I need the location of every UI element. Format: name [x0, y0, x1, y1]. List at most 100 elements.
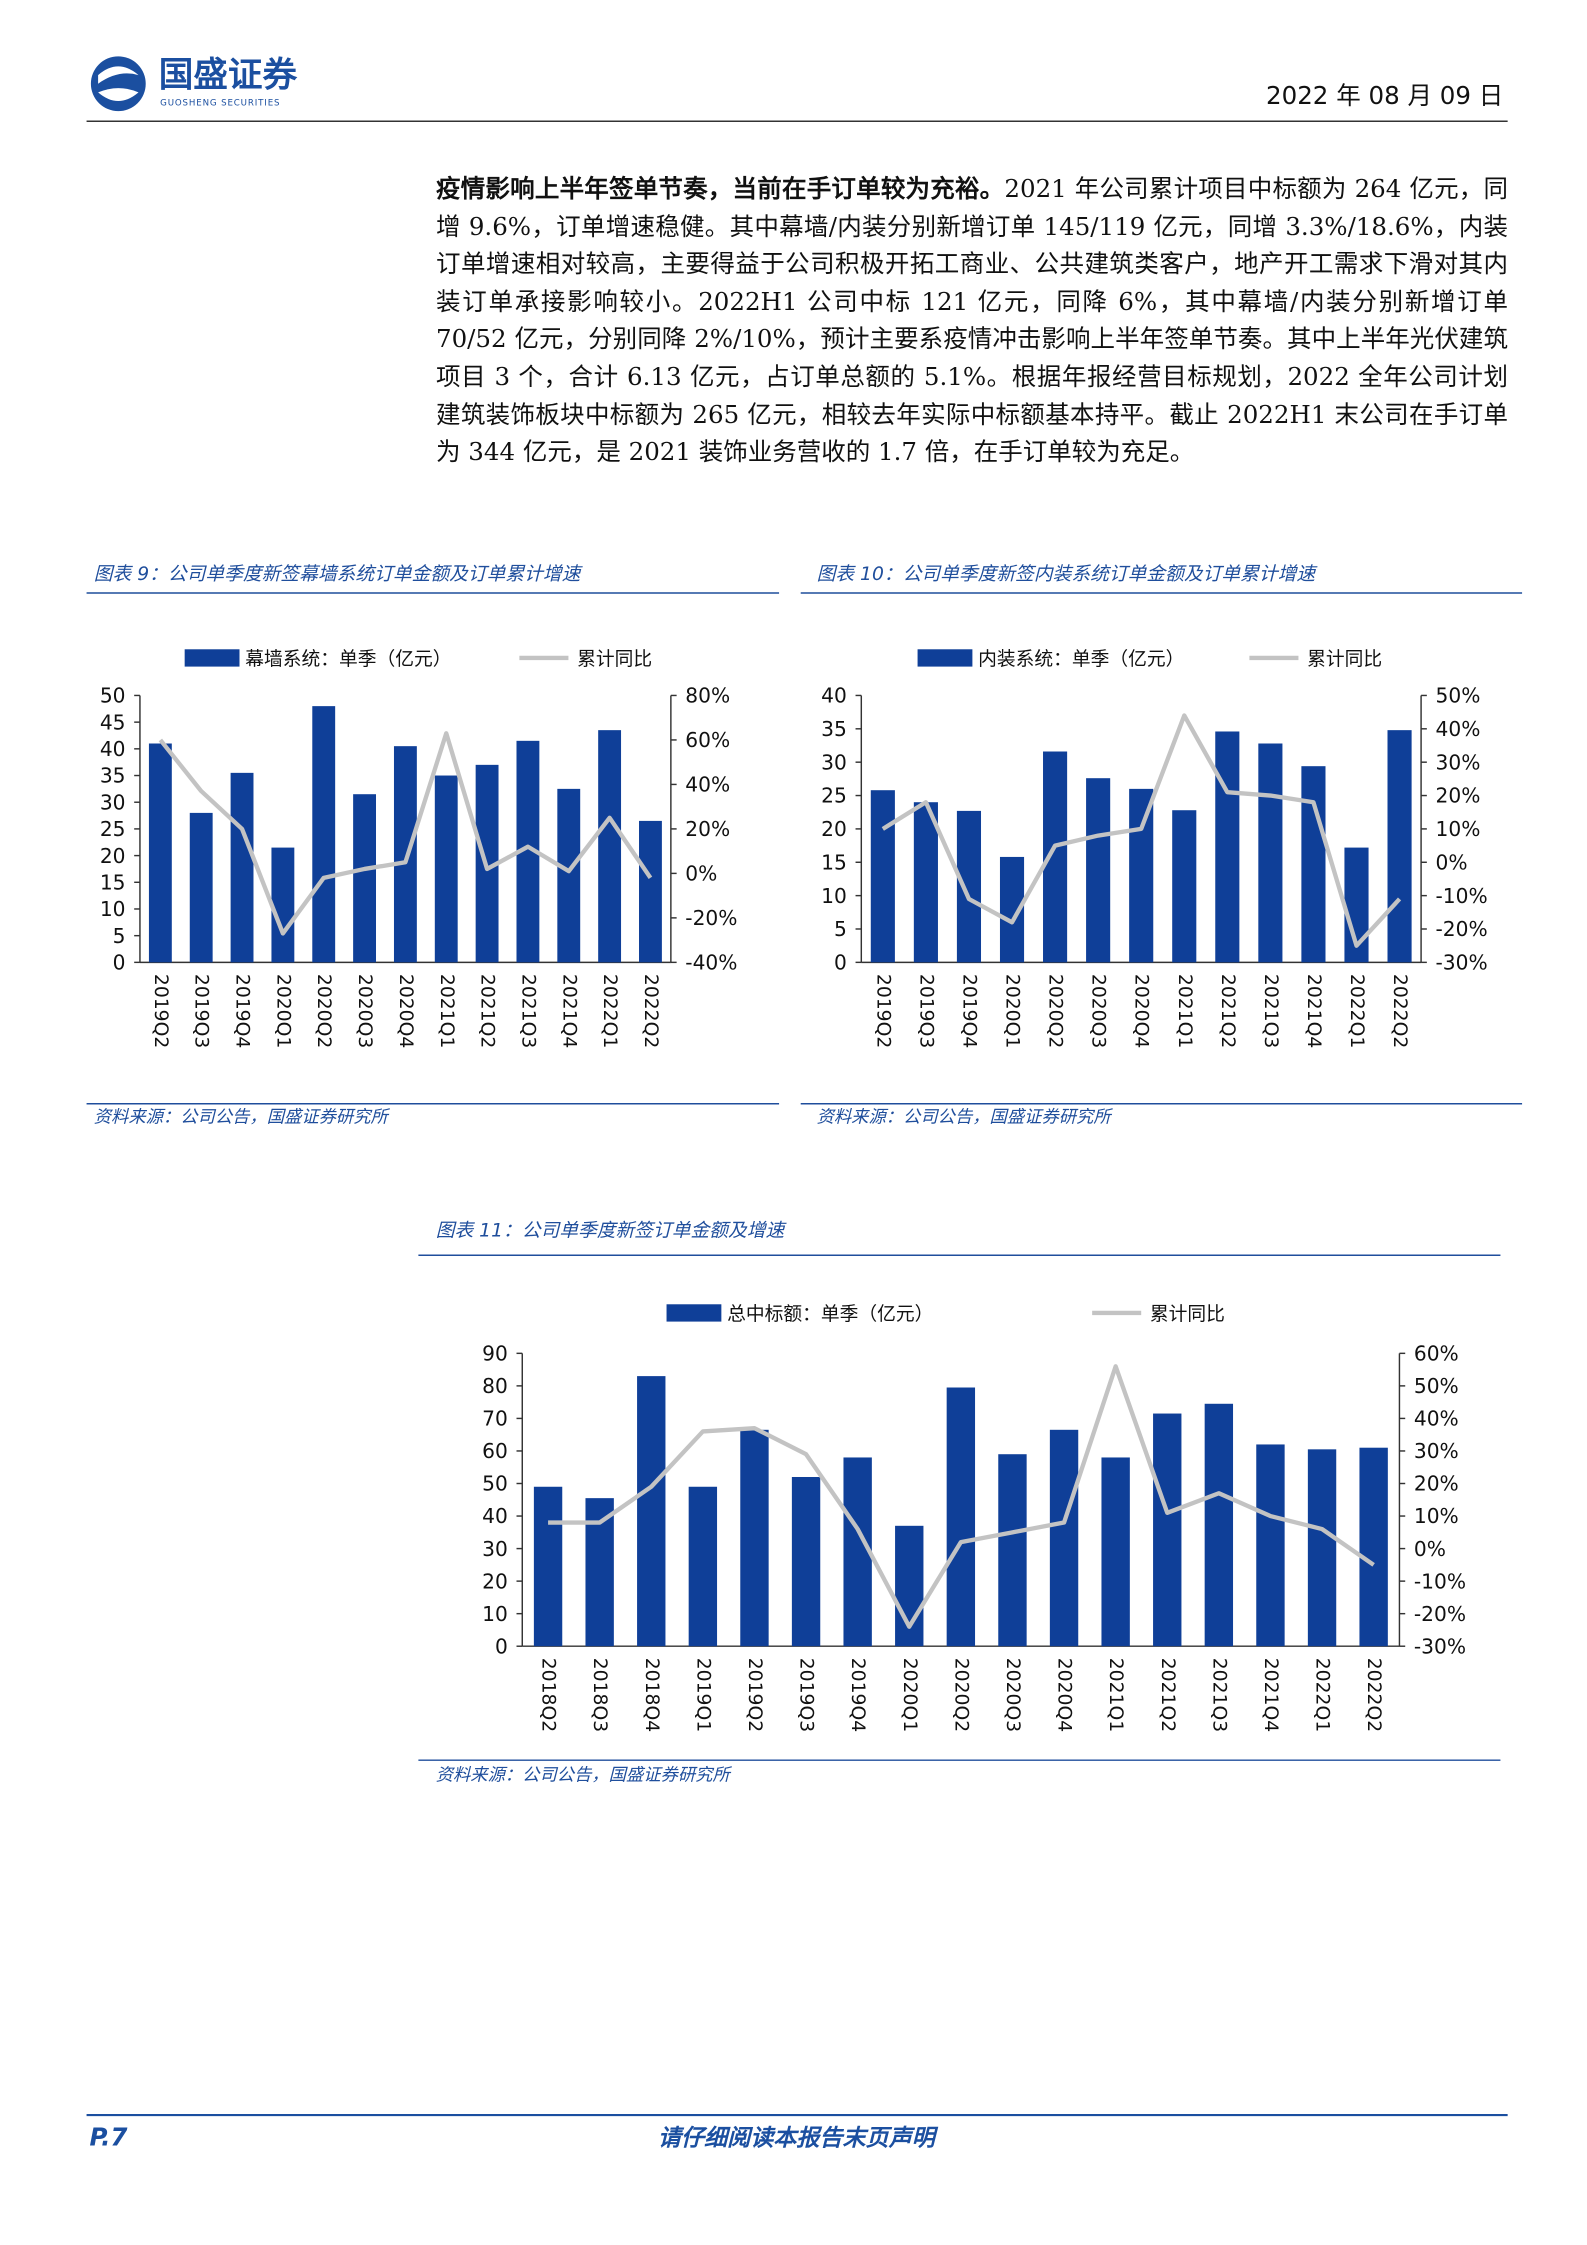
chart-caption: 图表 11：公司单季度新签订单金额及增速 [436, 1220, 788, 1241]
y2-tick-label: -10% [1436, 884, 1488, 908]
bar [189, 812, 213, 963]
y-tick-label: 35 [821, 717, 847, 741]
y-tick-label: 25 [821, 784, 847, 808]
y-tick-label: 40 [821, 684, 847, 708]
bar [533, 1486, 563, 1647]
legend-label: 幕墙系统：单季（亿元） [245, 648, 451, 670]
y-tick-label: 30 [100, 790, 126, 814]
y-tick-label: 35 [100, 764, 126, 788]
bar [1172, 810, 1197, 963]
bar [1215, 731, 1240, 963]
y2-tick-label: 50% [1414, 1374, 1459, 1398]
x-tick-label: 2021Q3 [517, 974, 538, 1048]
x-tick-label: 2020Q2 [950, 1658, 971, 1732]
legend-swatch [666, 1304, 722, 1322]
y-tick-label: 50 [482, 1472, 508, 1496]
bar [312, 706, 336, 963]
legend-swatch [917, 649, 973, 667]
bar [639, 820, 662, 963]
y-tick-label: 60 [482, 1439, 508, 1463]
x-tick-label: 2020Q3 [1088, 974, 1109, 1048]
bar [688, 1486, 718, 1647]
bar [913, 802, 938, 963]
date: 2022 年 08 月 09 日 [1266, 81, 1503, 110]
x-tick-label: 2020Q2 [313, 974, 334, 1048]
legend-label: 总中标额：单季（亿元） [727, 1303, 933, 1325]
bar [1204, 1403, 1234, 1647]
x-tick-label: 2019Q2 [744, 1658, 765, 1732]
x-tick-label: 2020Q4 [395, 974, 416, 1048]
brand-en: GUOSHENG SECURITIES [160, 98, 280, 108]
x-tick-label: 2020Q1 [899, 1658, 920, 1732]
body-text: 2021 年公司累计项目中标额为 264 亿元，同增 9.6%，订单增速稳健。其… [436, 174, 1509, 467]
bar [1086, 778, 1111, 963]
x-tick-label: 2021Q2 [1217, 974, 1238, 1048]
y2-tick-label: 10% [1414, 1504, 1459, 1528]
lead: 疫情影响上半年签单节奏，当前在手订单较为充裕。 [436, 174, 1005, 203]
bar [946, 1387, 976, 1647]
bar [1049, 1429, 1079, 1647]
x-tick-label: 2019Q3 [191, 974, 212, 1048]
x-tick-label: 2020Q3 [1002, 1658, 1023, 1732]
logo [90, 56, 146, 112]
y-tick-label: 15 [100, 870, 126, 894]
y-tick-label: 45 [100, 710, 126, 734]
y2-tick-label: -20% [1436, 917, 1488, 941]
x-tick-label: 2018Q3 [589, 1658, 610, 1732]
bar [740, 1429, 769, 1647]
bar [148, 743, 172, 963]
bar [353, 794, 377, 963]
y-tick-label: 30 [821, 750, 847, 774]
y-tick-label: 30 [482, 1537, 508, 1561]
x-tick-label: 2019Q3 [915, 974, 936, 1048]
y2-tick-label: 20% [685, 817, 730, 841]
x-tick-label: 2021Q1 [1174, 974, 1195, 1048]
chart-caption: 图表 10：公司单季度新签内装系统订单金额及订单累计增速 [817, 564, 1319, 585]
y2-tick-label: 0% [1414, 1537, 1446, 1561]
y2-tick-label: 0% [685, 862, 717, 886]
page-number: P.7 [89, 2122, 128, 2151]
y2-tick-label: -20% [1414, 1602, 1466, 1626]
bar [637, 1376, 666, 1647]
y2-tick-label: -30% [1436, 951, 1488, 975]
bar [956, 810, 982, 963]
x-tick-label: 2021Q3 [1260, 974, 1281, 1048]
footer-notice: 请仔细阅读本报告末页声明 [658, 2124, 939, 2151]
y-tick-label: 15 [821, 850, 847, 874]
chart-source: 资料来源：公司公告，国盛证券研究所 [436, 1765, 733, 1785]
y2-tick-label: 30% [1414, 1439, 1459, 1463]
x-tick-label: 2022Q2 [1363, 1658, 1384, 1732]
bar [271, 847, 295, 963]
y-tick-label: 5 [113, 924, 126, 948]
x-tick-label: 2018Q2 [538, 1658, 559, 1732]
y2-tick-label: -40% [685, 951, 737, 975]
x-tick-label: 2022Q2 [640, 974, 661, 1048]
legend-label: 内装系统：单季（亿元） [978, 648, 1184, 670]
x-tick-label: 2021Q2 [477, 974, 498, 1048]
y-tick-label: 90 [482, 1342, 508, 1366]
x-tick-label: 2021Q2 [1157, 1658, 1178, 1732]
y-tick-label: 70 [482, 1407, 508, 1431]
y2-tick-label: 40% [685, 773, 730, 797]
bar [393, 746, 417, 963]
x-tick-label: 2019Q4 [232, 974, 253, 1048]
x-tick-label: 2020Q3 [354, 974, 375, 1048]
y-tick-label: 25 [100, 817, 126, 841]
bar [870, 790, 895, 963]
x-tick-label: 2018Q4 [641, 1658, 662, 1732]
x-tick-label: 2021Q3 [1208, 1658, 1229, 1732]
y-tick-label: 20 [100, 844, 126, 868]
chart-caption: 图表 9：公司单季度新签幕墙系统订单金额及订单累计增速 [94, 564, 584, 585]
y-tick-label: 50 [100, 684, 126, 708]
x-tick-label: 2021Q4 [1303, 974, 1324, 1048]
y2-tick-label: 50% [1436, 684, 1481, 708]
y-tick-label: 40 [482, 1504, 508, 1528]
line-series [158, 731, 653, 936]
y2-tick-label: 30% [1436, 750, 1481, 774]
bar [1359, 1447, 1388, 1647]
line-series [548, 1364, 1375, 1629]
chart-source: 资料来源：公司公告，国盛证券研究所 [94, 1108, 391, 1128]
